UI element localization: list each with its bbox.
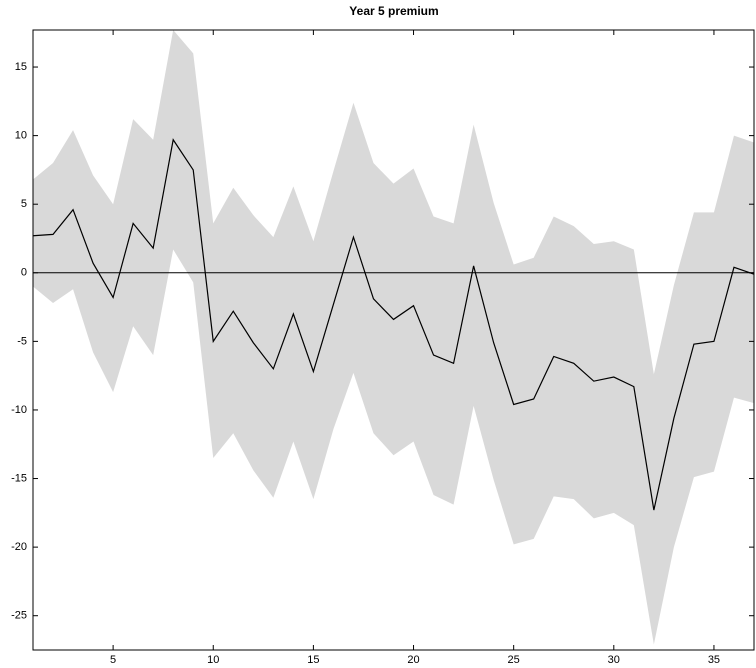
y-tick-label: 10 xyxy=(15,130,27,142)
x-tick-label: 10 xyxy=(207,654,219,666)
y-tick-label: 5 xyxy=(21,198,27,210)
x-tick-label: 30 xyxy=(608,654,620,666)
y-tick-label: -25 xyxy=(11,610,27,622)
x-tick-label: 35 xyxy=(708,654,720,666)
y-tick-label: 15 xyxy=(15,61,27,73)
chart-title: Year 5 premium xyxy=(349,4,438,18)
y-tick-label: -5 xyxy=(17,335,27,347)
x-tick-label: 15 xyxy=(307,654,319,666)
x-tick-label: 5 xyxy=(110,654,116,666)
y-tick-label: -15 xyxy=(11,472,27,484)
data-line xyxy=(32,138,755,511)
y-tick-label: -20 xyxy=(11,541,27,553)
confidence-band xyxy=(33,30,754,645)
y-tick-label: 0 xyxy=(21,267,27,279)
x-tick-label: 25 xyxy=(508,654,520,666)
y-tick-label: -10 xyxy=(11,404,27,416)
x-tick-label: 20 xyxy=(407,654,419,666)
plot-frame xyxy=(32,29,755,651)
